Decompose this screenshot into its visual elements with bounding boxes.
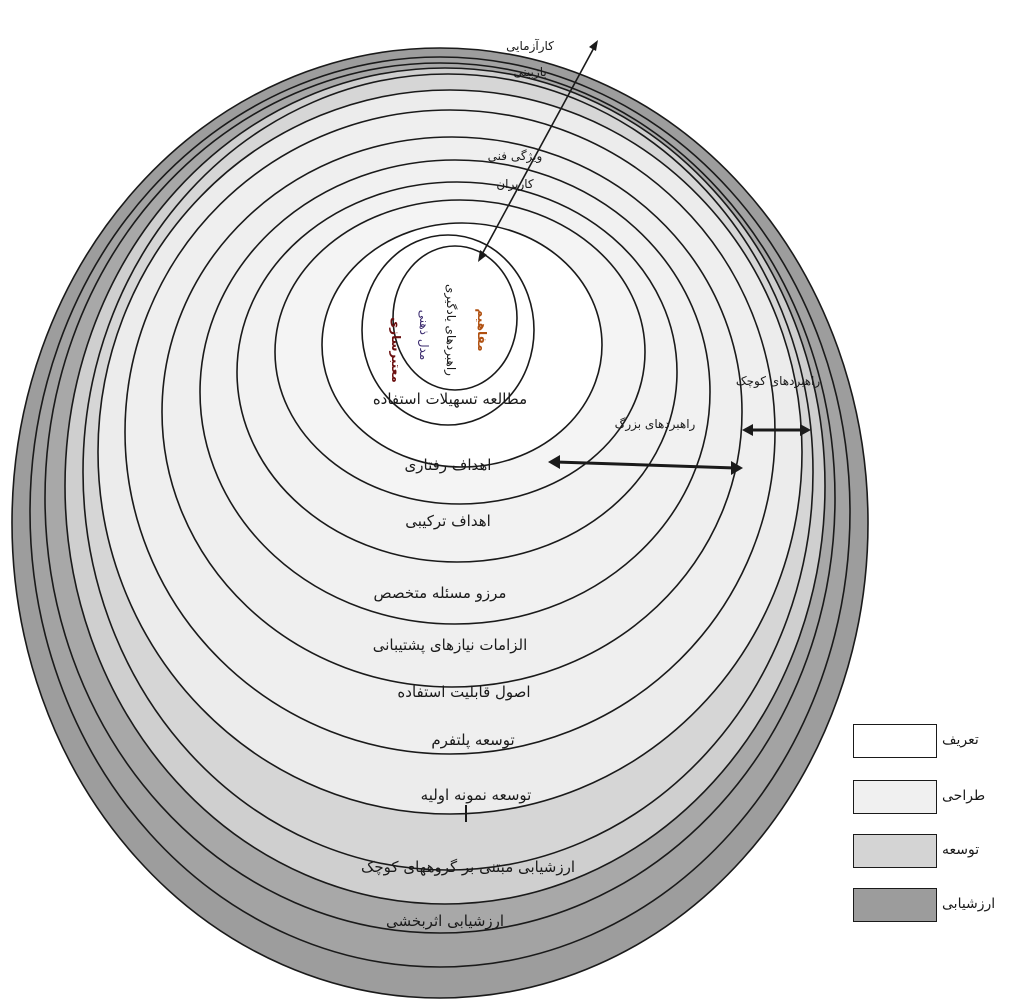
legend-label-evaluation: ارزشیابی — [942, 896, 996, 912]
legend-swatch-evaluation — [853, 888, 937, 922]
legend-item-evaluation: ارزشیابی — [850, 888, 1011, 928]
core-label-validation: معتبرسازی — [389, 317, 403, 383]
legend-label-design: طراحی — [942, 788, 986, 804]
top-label-users: کاربران — [496, 177, 534, 192]
legend-swatch-definition — [853, 724, 937, 758]
legend-item-design: طراحی — [850, 780, 1011, 820]
top-label-review: بازبینی — [513, 65, 546, 80]
ring-label-8: توسعه نمونه اولیه — [421, 786, 532, 804]
legend-swatch-development — [853, 834, 937, 868]
radial-arrowhead-top — [589, 40, 598, 51]
ring-label-4: مرزو مسئله متخصص — [374, 584, 507, 602]
ring-label-9: ارزشیابی مبتنی بر گروههای کوچک — [361, 858, 575, 876]
legend-item-definition: تعریف — [850, 724, 1011, 764]
ring-label-2: اهداف رفتاری — [405, 456, 492, 474]
small-steps-arrowhead-right — [800, 424, 811, 436]
legend-swatch-design — [853, 780, 937, 814]
ring-label-10: ارزشیابی اثربخشی — [386, 912, 504, 930]
legend-item-development: توسعه — [850, 834, 1011, 874]
ring-label-6: اصول قابلیت استفاده — [397, 683, 530, 701]
core-label-mental-model: مدل ذهنی — [417, 310, 431, 361]
legend-label-definition: تعریف — [942, 732, 979, 748]
small-steps-arrowhead-left — [742, 424, 753, 436]
core-label-strategies: راهبردهای یادگیری — [443, 284, 458, 376]
core-label-concepts: مفاهیم — [475, 308, 489, 351]
ring-label-7: توسعه پلتفرم — [431, 731, 514, 750]
big-steps-arrowhead-left — [548, 455, 560, 469]
big-steps-label: راهبردهای بزرگ — [615, 417, 696, 432]
ring-label-3: اهداف ترکیبی — [405, 512, 491, 530]
small-steps-label: راهبردهای کوچک — [736, 374, 821, 389]
top-label-tech: ویژگی فنی — [488, 149, 543, 164]
big-steps-arrow — [555, 460, 736, 470]
radial-arrowhead-bottom — [478, 250, 487, 262]
ring-label-1: مطالعه تسهیلات استفاده — [373, 390, 527, 408]
radial-arrow — [479, 43, 597, 259]
legend-label-development: توسعه — [942, 842, 980, 858]
ring-definition-3 — [392, 245, 518, 391]
ring-label-5: الزامات نیازهای پشتیبانی — [373, 636, 528, 655]
top-label-trial: کارآزمایی — [506, 38, 554, 54]
big-steps-arrowhead-right — [731, 461, 743, 475]
